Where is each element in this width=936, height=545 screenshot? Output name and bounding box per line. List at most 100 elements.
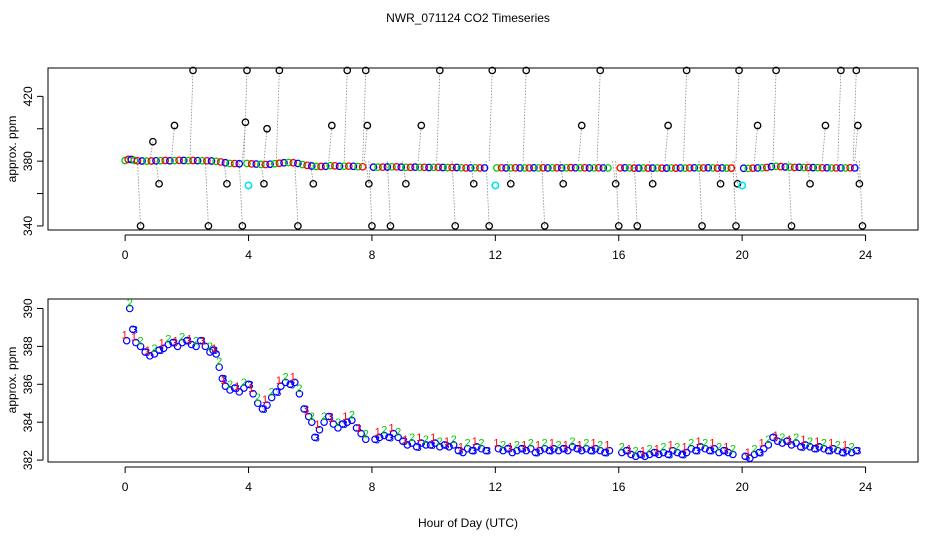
data-point <box>705 446 714 455</box>
data-point <box>169 338 177 347</box>
data-point <box>150 350 159 358</box>
baseline-point <box>152 156 160 165</box>
series-digit-label: 1 <box>122 330 128 342</box>
plot-frame-bottom <box>47 298 919 463</box>
series-digit-label: 2 <box>514 440 520 452</box>
baseline-point <box>616 164 625 172</box>
data-point <box>513 446 521 455</box>
data-point <box>783 437 791 445</box>
series-digit-label: 2 <box>363 428 369 440</box>
series-digit-label: 3 <box>172 338 178 350</box>
series-digit-label: 3 <box>328 412 334 424</box>
outlier-point <box>189 66 197 75</box>
data-point <box>659 448 668 457</box>
data-point <box>550 444 558 453</box>
data-point <box>596 446 605 455</box>
data-point <box>482 446 490 455</box>
outlier-point <box>136 222 145 230</box>
data-point <box>371 435 379 444</box>
baseline-point <box>349 162 358 171</box>
baseline-point <box>786 163 794 171</box>
x-tick-label: 8 <box>369 480 376 494</box>
series-digit-label: 1 <box>773 430 779 442</box>
series-digit-label: 1 <box>472 436 478 448</box>
series-digit-label: 1 <box>604 440 610 452</box>
data-point <box>701 444 709 453</box>
baseline-point <box>695 164 703 172</box>
baseline-point <box>443 163 452 172</box>
baseline-point <box>439 163 447 172</box>
outlier-connector <box>171 125 175 162</box>
outlier-point <box>559 179 568 188</box>
series-digit-label: 1 <box>521 440 527 452</box>
series-digit-label: 3 <box>604 448 610 460</box>
data-point <box>463 444 472 453</box>
baseline-point <box>179 156 188 165</box>
data-point <box>291 378 299 387</box>
baseline-point <box>590 164 598 172</box>
baseline-point <box>520 164 529 172</box>
data-point <box>155 346 163 354</box>
baseline-point <box>800 163 808 172</box>
series-digit-label: 3 <box>388 432 394 444</box>
outlier-point <box>506 179 515 188</box>
outlier-point <box>386 222 395 230</box>
series-digit-label: 3 <box>342 419 348 431</box>
data-point <box>815 443 824 451</box>
data-point <box>655 450 663 459</box>
data-point <box>545 446 554 455</box>
series-digit-label: 2 <box>349 409 355 421</box>
data-point <box>221 382 230 390</box>
data-point <box>389 429 398 438</box>
series-digit-label: 1 <box>173 335 179 347</box>
series-digit-label: 3 <box>471 446 477 458</box>
outlier-point <box>772 66 780 75</box>
series-digit-label: 2 <box>269 387 275 399</box>
baseline-point <box>548 163 557 172</box>
data-point <box>304 412 313 421</box>
baseline-point <box>466 164 475 172</box>
outlier-point <box>309 179 318 188</box>
series-digit-label: 1 <box>800 434 806 446</box>
data-point <box>627 450 635 459</box>
data-point <box>253 399 262 408</box>
x-tick-label: 12 <box>489 248 503 262</box>
outlier-point <box>365 179 373 188</box>
outlier-point <box>853 121 862 130</box>
baseline-point <box>476 164 484 172</box>
series-digit-label: 1 <box>577 440 583 452</box>
series-digit-label: 3 <box>416 442 422 454</box>
outlier-point <box>633 222 642 230</box>
series-digit-label: 1 <box>304 406 310 418</box>
outlier-point <box>735 66 743 75</box>
series-digit-label: 2 <box>296 383 302 395</box>
baseline-point <box>846 163 854 172</box>
series-digit-label: 2 <box>255 392 261 404</box>
series-digit-label: 2 <box>409 432 415 444</box>
marks-top <box>121 66 867 230</box>
series-digit-label: 1 <box>842 440 848 452</box>
series-digit-label: 2 <box>437 436 443 448</box>
baseline-point <box>530 163 538 172</box>
baseline-point <box>676 164 685 172</box>
outlier-connector <box>343 70 348 162</box>
data-point <box>375 433 384 442</box>
series-digit-label: 3 <box>355 423 361 435</box>
outlier-connector <box>578 125 583 162</box>
outlier-connector <box>754 125 758 162</box>
baseline-point <box>354 162 362 171</box>
series-digit-label: 2 <box>179 332 185 344</box>
series-digit-label: 1 <box>828 438 834 450</box>
y-axis-title-top: approx. ppm <box>5 116 19 183</box>
outlier-point <box>648 179 657 188</box>
series-digit-label: 2 <box>216 356 222 368</box>
outlier-point <box>596 66 605 75</box>
data-point <box>824 446 833 455</box>
data-point <box>773 437 782 445</box>
data-point <box>412 443 421 451</box>
data-point <box>692 446 700 455</box>
data-point <box>820 444 828 453</box>
outlier-connector <box>417 125 422 162</box>
series-digit-label: 1 <box>200 335 206 347</box>
series-digit-label: 1 <box>535 440 541 452</box>
